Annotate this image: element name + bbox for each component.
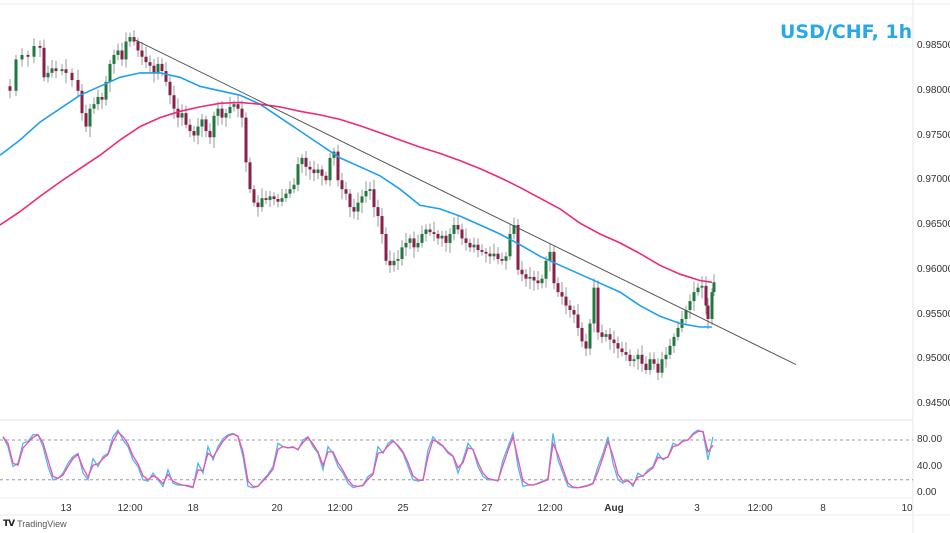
time-label: 12:00: [747, 503, 773, 514]
price-label: 0.98500: [917, 40, 950, 51]
time-label: 18: [187, 503, 199, 514]
price-label: 0.98000: [917, 84, 950, 96]
time-label: Aug: [604, 503, 624, 514]
time-label: 25: [397, 503, 409, 514]
oscillator-label: 80.00: [917, 434, 943, 445]
oscillator-label: 0.00: [917, 487, 937, 498]
price-label: 0.96000: [917, 263, 950, 275]
time-label: 12:00: [537, 503, 563, 514]
time-label: 13: [60, 503, 72, 514]
time-label: 8: [820, 503, 826, 514]
time-label: 12:00: [327, 503, 353, 514]
time-label: 27: [481, 503, 493, 514]
oscillator-levels: [0, 439, 913, 481]
oscillator-label: 40.00: [917, 460, 943, 472]
tradingview-logo-text: TradingView: [17, 519, 67, 529]
time-label: 10: [901, 503, 913, 514]
time-label: 20: [271, 503, 283, 514]
time-label: 12:00: [117, 503, 143, 514]
overlay-lines: [0, 38, 797, 366]
price-label: 0.95000: [917, 353, 950, 365]
chart-title: USD/CHF, 1h: [780, 21, 913, 43]
price-label: 0.94500: [917, 398, 950, 409]
price-label: 0.97000: [917, 174, 950, 186]
candlestick-series: [8, 30, 716, 380]
tradingview-logo-icon: TV: [3, 519, 15, 529]
tradingview-logo[interactable]: TV TradingView: [3, 519, 67, 529]
price-label: 0.96500: [917, 219, 950, 230]
price-label: 0.97500: [917, 129, 950, 141]
price-label: 0.95500: [917, 308, 950, 320]
stochastic-series: [2, 428, 714, 489]
time-label: 3: [694, 503, 700, 514]
